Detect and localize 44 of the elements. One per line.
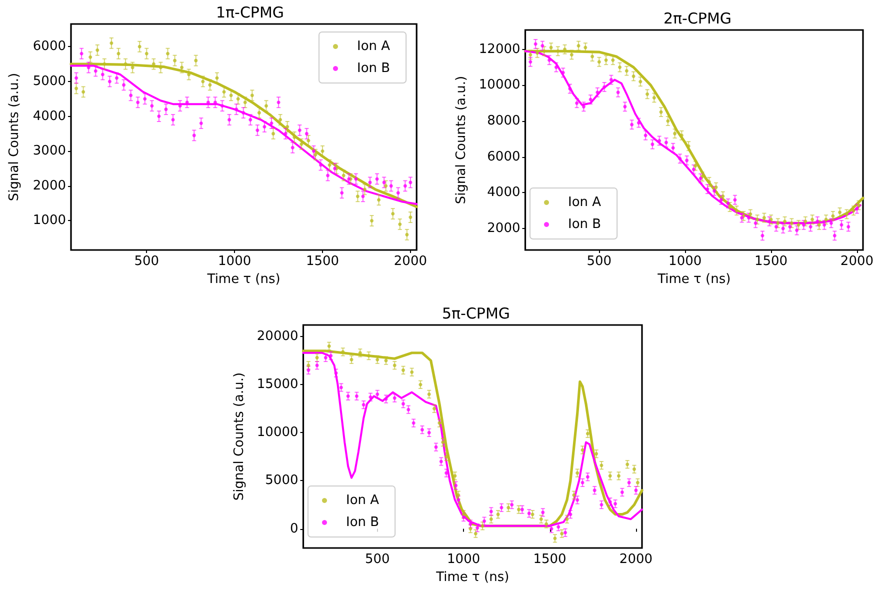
x-tick-label: 1500 — [533, 552, 566, 567]
y-tick-label: 10000 — [478, 78, 520, 93]
y-tick-label: 5000 — [32, 74, 66, 89]
y-tick-label: 2000 — [32, 178, 66, 194]
x-tick-label: 2000 — [840, 254, 874, 269]
y-tick-label: 10000 — [256, 425, 298, 440]
x-tick-label: 500 — [586, 254, 612, 269]
legend-label: Ion A — [568, 195, 602, 210]
y-tick-label: 8000 — [487, 114, 520, 129]
x-tick-label: 500 — [134, 254, 160, 269]
y-tick-label: 2000 — [487, 221, 520, 236]
x-tick-label: 1000 — [447, 552, 480, 567]
legend-label: Ion A — [357, 39, 390, 54]
x-tick-label: 1000 — [668, 254, 702, 269]
y-tick-label: 6000 — [32, 39, 66, 54]
legend-label: Ion B — [357, 61, 390, 76]
x-tick-label: 1500 — [306, 254, 340, 269]
chart-title: 2π-CPMG — [663, 10, 732, 28]
chart-title: 5π-CPMG — [442, 304, 510, 322]
y-tick-label: 6000 — [487, 149, 520, 164]
legend-label: Ion B — [568, 217, 602, 232]
y-tick-label: 12000 — [478, 42, 520, 57]
y-tick-label: 5000 — [265, 473, 298, 488]
x-tick-label: 500 — [364, 552, 390, 567]
x-axis-title: Time τ (ns) — [656, 272, 731, 287]
legend-label: Ion B — [346, 515, 380, 530]
x-axis-title: Time τ (ns) — [206, 272, 280, 287]
y-axis-title: Signal Counts (a.u.) — [7, 72, 22, 202]
x-tick-label: 1500 — [754, 254, 788, 269]
y-tick-label: 4000 — [487, 185, 520, 200]
x-tick-label: 2000 — [394, 254, 428, 269]
y-tick-label: 20000 — [256, 329, 298, 344]
y-tick-label: 3000 — [32, 144, 66, 159]
y-axis-title: Signal Counts (a.u.) — [232, 372, 247, 501]
x-tick-label: 1000 — [218, 254, 252, 269]
y-tick-label: 15000 — [256, 377, 298, 392]
y-tick-label: 0 — [290, 521, 298, 536]
y-axis-title: Signal Counts (a.u.) — [454, 76, 469, 204]
chart-title: 1π-CPMG — [216, 4, 284, 22]
y-tick-label: 1000 — [32, 213, 66, 228]
legend-label: Ion A — [346, 493, 380, 508]
x-tick-label: 2000 — [619, 552, 653, 567]
y-tick-label: 4000 — [32, 108, 66, 124]
x-axis-title: Time τ (ns) — [435, 570, 510, 585]
